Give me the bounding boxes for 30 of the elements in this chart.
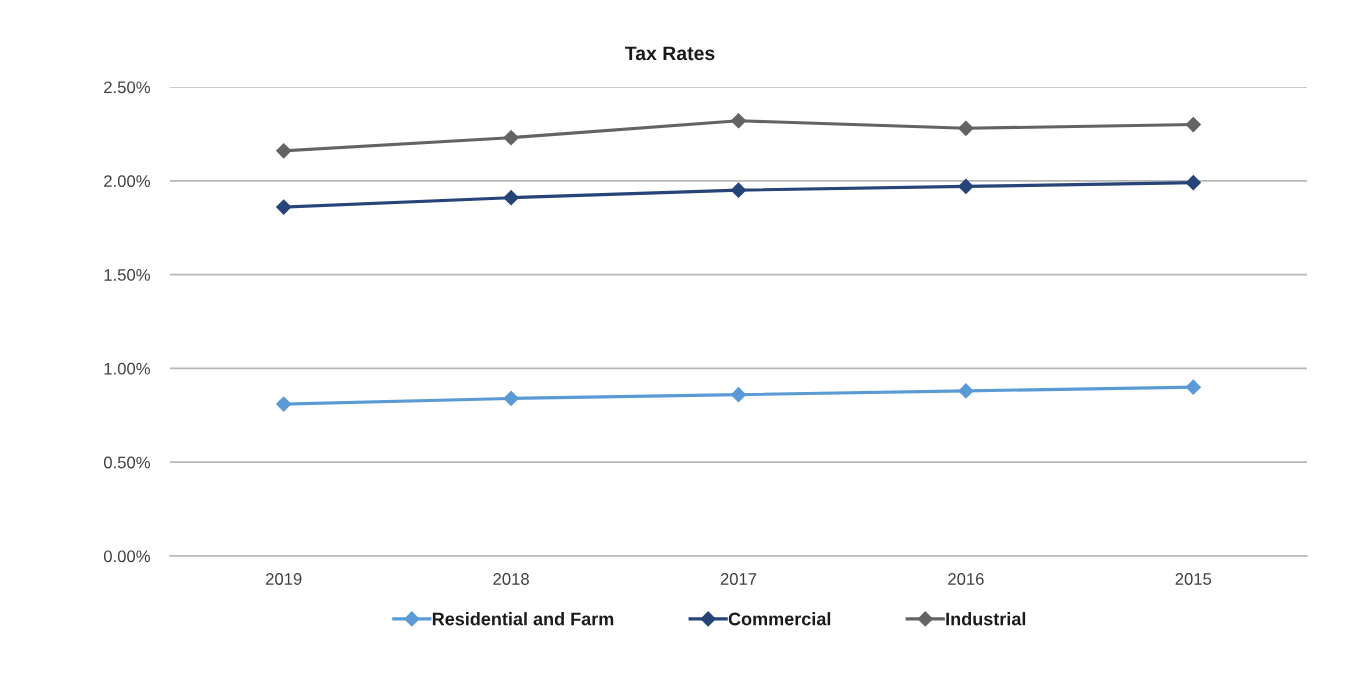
point: [1185, 116, 1201, 133]
y-tick-label: 2.50%: [104, 81, 150, 94]
y-tick-label: 0.50%: [103, 456, 150, 469]
point: [730, 182, 747, 198]
x-tick-label: 2016: [948, 573, 984, 585]
point: [730, 113, 747, 129]
chart-title: Tax Rates: [625, 46, 715, 61]
point: [276, 143, 292, 159]
legend-label: Residential and Farm: [432, 612, 614, 626]
x-tick-label: 2017: [720, 573, 757, 585]
point: [276, 199, 292, 215]
point: [276, 396, 292, 412]
x-tick-label: 2018: [493, 573, 529, 585]
y-tick-label: 0.00%: [103, 550, 150, 563]
y-tick-label: 1.50%: [104, 269, 150, 281]
point: [1185, 175, 1201, 191]
point: [503, 130, 519, 146]
point: [503, 390, 519, 406]
point: [958, 383, 974, 399]
x-tick-label: 2015: [1175, 573, 1212, 585]
legend-label: Industrial: [946, 612, 1026, 626]
y-tick-label: 2.00%: [104, 175, 150, 187]
point: [958, 120, 974, 136]
point: [1185, 379, 1201, 395]
legend-label: Commercial: [728, 612, 831, 626]
point: [730, 387, 747, 403]
point: [958, 178, 974, 194]
x-tick-label: 2019: [266, 573, 302, 585]
y-tick-label: 1.00%: [104, 362, 150, 375]
point: [503, 190, 519, 206]
